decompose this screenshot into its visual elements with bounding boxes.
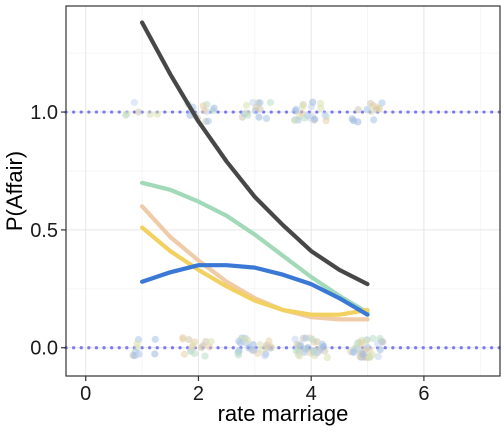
data-point xyxy=(146,110,154,119)
data-point xyxy=(372,106,381,114)
data-point xyxy=(122,111,130,119)
data-point xyxy=(353,339,362,347)
data-point xyxy=(261,352,269,360)
data-point xyxy=(363,105,371,114)
data-point xyxy=(378,99,386,107)
data-point xyxy=(291,116,299,125)
data-point xyxy=(153,110,161,118)
data-point xyxy=(311,115,319,123)
data-point xyxy=(374,352,382,361)
data-point xyxy=(256,99,264,107)
y-axis: 0.0 0.5 1.0 xyxy=(30,102,66,360)
y-axis-title: P(Affair) xyxy=(2,151,27,231)
series-lines xyxy=(140,20,370,322)
series-line-1 xyxy=(140,20,370,287)
data-point xyxy=(317,104,325,112)
data-point xyxy=(300,348,309,356)
data-point xyxy=(133,339,141,348)
plot-border xyxy=(65,5,501,377)
data-point xyxy=(197,344,206,352)
data-point xyxy=(210,104,218,112)
data-point xyxy=(293,340,301,349)
data-point xyxy=(309,348,317,356)
data-point xyxy=(309,98,317,106)
x-axis-title: rate marriage xyxy=(218,401,349,426)
data-point xyxy=(359,350,367,358)
data-point xyxy=(266,98,275,107)
series-line-4 xyxy=(140,225,370,317)
data-point xyxy=(376,346,384,354)
data-point xyxy=(362,337,371,345)
data-point xyxy=(366,99,375,108)
data-point xyxy=(369,334,377,343)
series-line-2 xyxy=(140,180,370,315)
data-point xyxy=(151,350,159,358)
data-point xyxy=(291,107,299,115)
data-point xyxy=(370,116,378,124)
data-point xyxy=(188,343,196,351)
series-line-5 xyxy=(140,263,370,317)
data-point xyxy=(201,352,209,360)
data-point xyxy=(151,335,159,343)
data-point xyxy=(179,335,187,343)
data-point xyxy=(234,351,243,359)
data-point xyxy=(202,337,210,346)
data-point xyxy=(354,106,362,114)
data-point xyxy=(302,334,310,342)
x-tick-label: 2 xyxy=(193,383,204,405)
data-point xyxy=(235,337,243,345)
data-point xyxy=(308,335,317,344)
data-point xyxy=(323,353,331,362)
y-tick-label: 0.5 xyxy=(30,220,58,242)
data-point xyxy=(204,117,212,125)
data-point xyxy=(205,343,213,351)
data-point xyxy=(349,117,358,125)
data-point xyxy=(368,351,376,359)
series-line-3 xyxy=(140,204,370,322)
jitter-points xyxy=(122,98,387,362)
x-tick-label: 6 xyxy=(418,383,429,405)
y-tick-label: 0.0 xyxy=(30,338,58,360)
data-point xyxy=(207,337,215,346)
x-tick-label: 0 xyxy=(80,383,91,405)
data-point xyxy=(263,344,271,352)
x-tick-label: 4 xyxy=(306,383,317,405)
data-point xyxy=(185,335,193,344)
data-point xyxy=(262,114,271,123)
data-point xyxy=(265,337,273,345)
data-point xyxy=(376,334,384,342)
data-point xyxy=(321,111,329,119)
data-point xyxy=(292,347,300,355)
data-point xyxy=(252,104,260,112)
data-point xyxy=(250,346,258,354)
data-point xyxy=(134,108,143,116)
data-point xyxy=(180,350,189,358)
data-point xyxy=(135,350,144,358)
data-point xyxy=(350,348,358,356)
data-point xyxy=(298,109,306,117)
data-point xyxy=(130,98,138,107)
y-tick-label: 1.0 xyxy=(30,102,58,124)
data-point xyxy=(320,342,328,350)
data-point xyxy=(242,101,251,109)
data-point xyxy=(322,117,330,125)
data-point xyxy=(244,336,252,344)
data-point xyxy=(249,341,257,349)
data-point xyxy=(298,103,307,111)
data-point xyxy=(244,111,252,119)
x-axis: 0 2 4 6 xyxy=(80,376,429,405)
plot-panel xyxy=(66,6,500,376)
data-point xyxy=(200,106,208,114)
data-point xyxy=(255,113,263,121)
